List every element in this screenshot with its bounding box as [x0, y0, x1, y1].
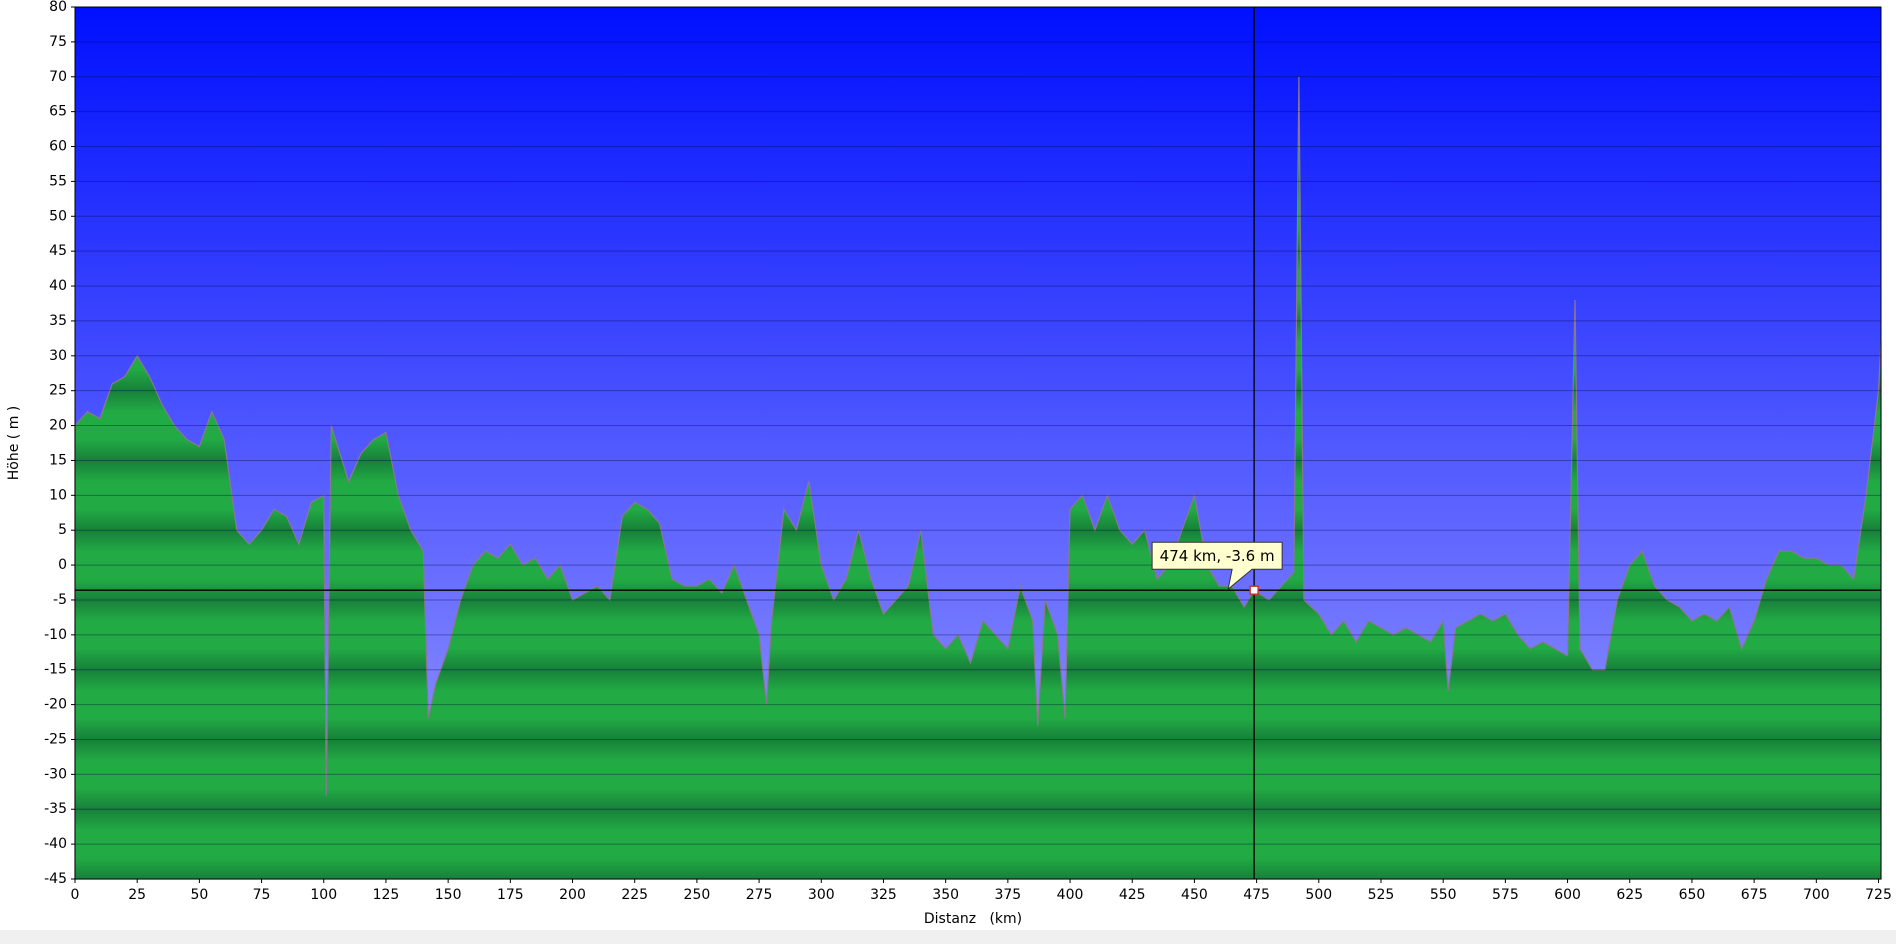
y-tick-label: 60 — [49, 139, 67, 155]
y-tick-label: 20 — [49, 418, 67, 434]
x-tick-label: 275 — [746, 887, 773, 903]
x-tick-label: 650 — [1679, 887, 1706, 903]
x-tick-label: 175 — [497, 887, 524, 903]
x-tick-label: 100 — [310, 887, 337, 903]
y-tick-label: 30 — [49, 348, 67, 364]
y-tick-label: -40 — [44, 836, 67, 852]
y-tick-label: -15 — [44, 662, 67, 678]
x-tick-label: 525 — [1368, 887, 1395, 903]
x-tick-label: 575 — [1492, 887, 1519, 903]
crosshair-marker — [1249, 585, 1259, 595]
y-tick-label: 0 — [58, 557, 67, 573]
y-tick-label: 65 — [49, 104, 67, 120]
y-tick-label: 75 — [49, 34, 67, 50]
tooltip-box — [1151, 541, 1283, 591]
x-tick-label: 25 — [128, 887, 146, 903]
x-tick-label: 350 — [932, 887, 959, 903]
x-axis-title: Distanz (km) — [924, 911, 1022, 927]
x-tick-label: 475 — [1243, 887, 1270, 903]
y-tick-label: 55 — [49, 173, 67, 189]
x-tick-label: 50 — [190, 887, 208, 903]
y-tick-label: 45 — [49, 243, 67, 259]
y-tick-label: 25 — [49, 383, 67, 399]
y-tick-label: -5 — [53, 592, 67, 608]
x-tick-label: 325 — [870, 887, 897, 903]
x-tick-label: 375 — [994, 887, 1021, 903]
x-tick-label: 75 — [253, 887, 271, 903]
x-tick-label: 150 — [435, 887, 462, 903]
x-tick-label: 725 — [1865, 887, 1892, 903]
y-tick-label: 70 — [49, 69, 67, 85]
y-tick-label: -35 — [44, 801, 67, 817]
y-tick-label: 80 — [49, 0, 67, 15]
x-tick-label: 500 — [1305, 887, 1332, 903]
y-tick-label: -25 — [44, 731, 67, 747]
x-tick-label: 700 — [1803, 887, 1830, 903]
x-tick-label: 675 — [1741, 887, 1768, 903]
y-tick-label: -45 — [44, 871, 67, 887]
y-tick-label: 40 — [49, 278, 67, 294]
x-tick-label: 625 — [1616, 887, 1643, 903]
y-tick-label: 35 — [49, 313, 67, 329]
y-tick-label: 50 — [49, 208, 67, 224]
y-tick-label: 5 — [58, 522, 67, 538]
x-tick-label: 550 — [1430, 887, 1457, 903]
y-tick-label: -20 — [44, 697, 67, 713]
plot-frame — [74, 6, 1882, 880]
x-tick-label: 225 — [621, 887, 648, 903]
x-tick-label: 250 — [684, 887, 711, 903]
y-tick-label: 15 — [49, 452, 67, 468]
tooltip-text: 474 km, -3.6 m — [1160, 547, 1275, 565]
x-tick-label: 425 — [1119, 887, 1146, 903]
elevation-area — [74, 76, 1882, 880]
y-tick-label: -30 — [44, 766, 67, 782]
x-tick-label: 600 — [1554, 887, 1581, 903]
y-tick-label: -10 — [44, 627, 67, 643]
x-tick-label: 125 — [373, 887, 400, 903]
x-tick-label: 200 — [559, 887, 586, 903]
x-tick-label: 400 — [1057, 887, 1084, 903]
x-tick-label: 300 — [808, 887, 835, 903]
y-axis-title: Höhe ( m ) — [6, 406, 22, 481]
y-tick-label: 10 — [49, 487, 67, 503]
x-tick-label: 0 — [71, 887, 80, 903]
x-tick-label: 450 — [1181, 887, 1208, 903]
